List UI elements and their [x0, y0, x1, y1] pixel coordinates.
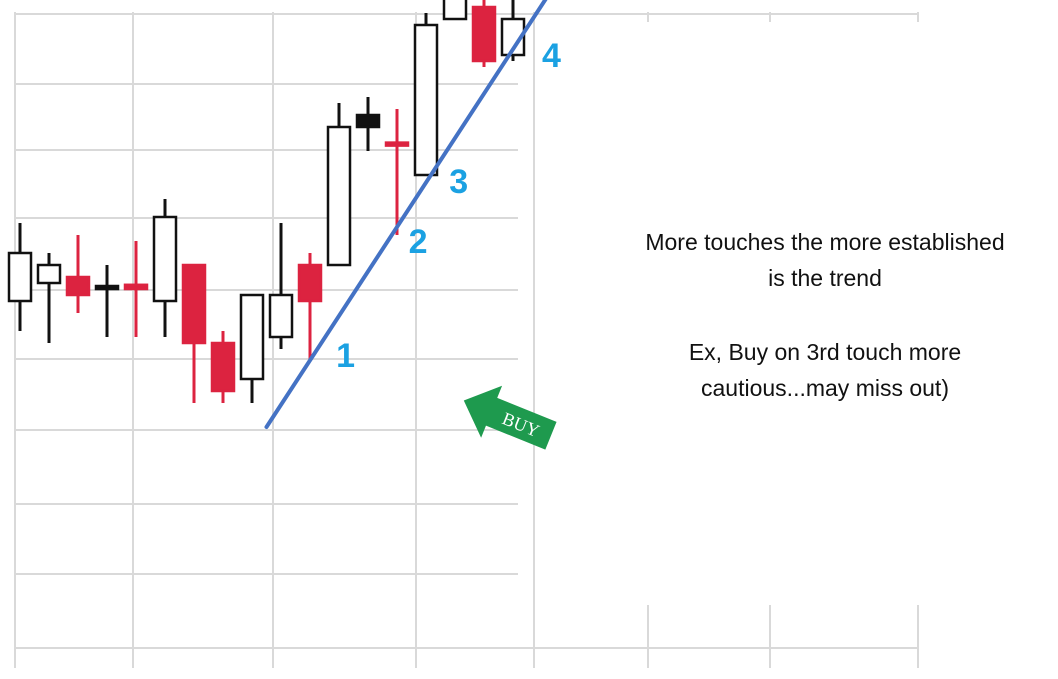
touch-label: 1 — [336, 337, 355, 375]
note-line-2: is the trend — [768, 265, 882, 291]
candle-body — [500, 17, 526, 57]
buy-arrow-icon — [463, 385, 557, 450]
candle-body — [181, 263, 207, 345]
candle-body — [326, 125, 352, 267]
candle-body — [297, 263, 323, 303]
candle-body — [36, 263, 62, 285]
trendline-group — [264, 0, 548, 429]
candle-body — [355, 113, 381, 129]
touch-labels: 1 23 4 — [336, 37, 561, 375]
touch-label: 4 — [542, 37, 561, 75]
candle-body — [268, 293, 294, 339]
candle-body — [123, 283, 149, 291]
candle-body — [152, 215, 178, 303]
example-note: Ex, Buy on 3rd touch more cautious...may… — [600, 334, 1050, 406]
candle-body — [442, 0, 468, 21]
candle-body — [413, 23, 439, 177]
buy-arrow-group: BUY — [463, 385, 557, 450]
candle-body — [7, 251, 33, 303]
candle-body — [384, 141, 410, 147]
candle-body — [239, 293, 265, 381]
touch-label: 2 — [409, 223, 428, 261]
note-line-3: Ex, Buy on 3rd touch more — [688, 339, 962, 365]
trendline — [264, 0, 548, 429]
buy-arrow: BUY — [463, 385, 557, 450]
touch-label: 3 — [449, 163, 468, 201]
note-line-4: cautious...may miss out) — [701, 375, 949, 401]
candle-body — [471, 5, 497, 63]
candles — [7, 0, 526, 403]
candle-body — [210, 341, 236, 393]
trend-note: More touches the more established is the… — [600, 224, 1050, 296]
candle-body — [94, 284, 120, 291]
note-line-1: More touches the more established — [645, 229, 1005, 255]
candle-body — [65, 275, 91, 297]
